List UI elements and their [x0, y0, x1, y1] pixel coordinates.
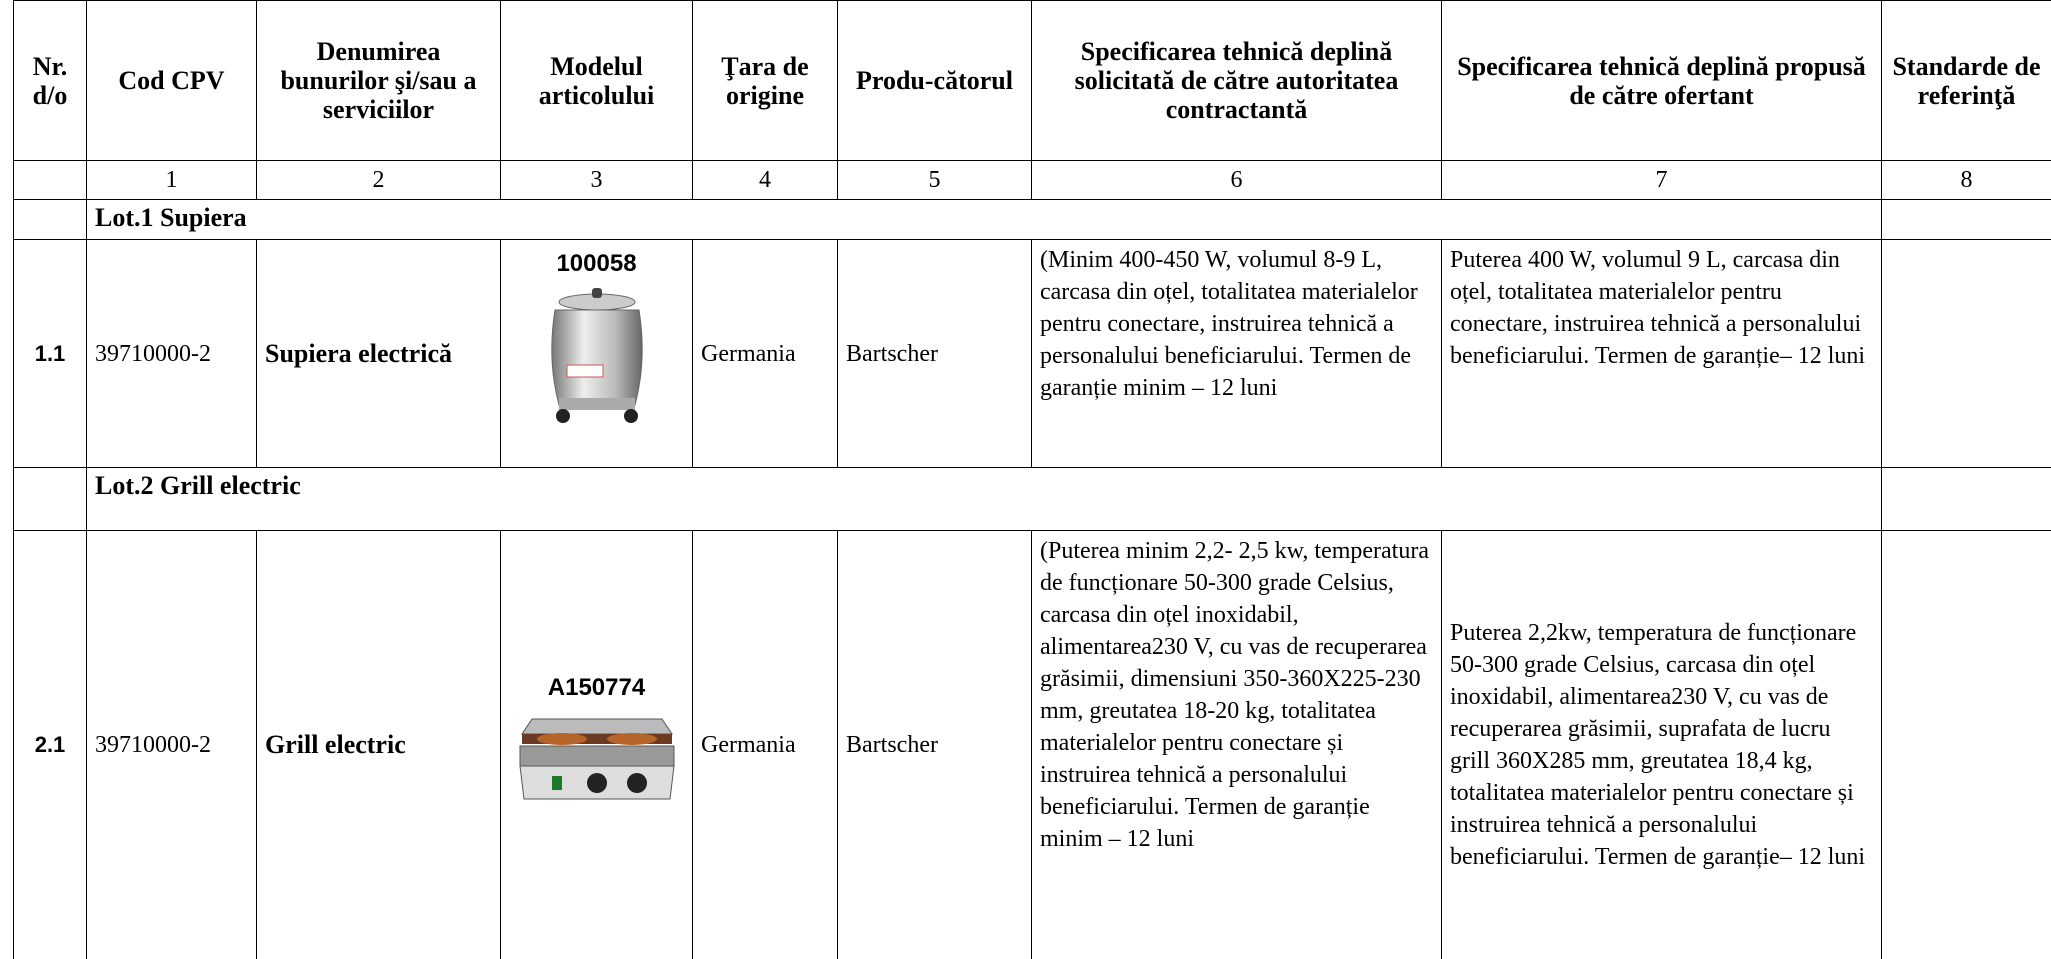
header-cell: Specificarea tehnică deplină solicitată … [1031, 0, 1442, 161]
column-number: 2 [256, 160, 501, 200]
item-row: 2.1 39710000-2 Grill electric A150774 German… [13, 530, 2051, 959]
model-label: A150774 [547, 673, 646, 701]
model-label: 100058 [556, 250, 637, 277]
column-number: 4 [692, 160, 838, 200]
table-body: 1 2 3 4 5 6 7 8 Lot.1 Supiera 1.1 39710000-2 Supier… [13, 160, 2051, 959]
empty-cell [13, 467, 87, 531]
spec-proposed: Puterea 2,2kw, temperatura de funcționar… [1441, 530, 1882, 959]
header-cell: Cod CPV [86, 0, 257, 161]
lot-title: Lot.2 Grill electric [86, 467, 1882, 531]
header-cell: Modelul articolului [500, 0, 693, 161]
empty-cell [13, 160, 87, 200]
item-number: 1.1 [13, 239, 87, 468]
header-cell: Nr. d/o [13, 0, 87, 161]
item-row: 1.1 39710000-2 Supiera electrică 100058 Germ… [13, 239, 2051, 468]
producer: Bartscher [837, 530, 1032, 959]
spec-proposed: Puterea 400 W, volumul 9 L, carcasa din … [1441, 239, 1882, 468]
lot-row: Lot.2 Grill electric [13, 467, 2051, 531]
spec-required: (Minim 400-450 W, volumul 8-9 L, carcasa… [1031, 239, 1442, 468]
empty-cell [1881, 530, 2051, 959]
column-number: 6 [1031, 160, 1442, 200]
country: Germania [692, 530, 838, 959]
header-cell: Standarde de referinţă [1881, 0, 2051, 161]
empty-cell [1881, 239, 2051, 468]
cpv-code: 39710000-2 [86, 530, 257, 959]
item-name: Supiera electrică [256, 239, 501, 468]
header-row: Nr. d/o Cod CPV Denumirea bunurilor şi/sau… [13, 0, 2051, 161]
procurement-table: Nr. d/o Cod CPV Denumirea bunurilor şi/sau… [13, 0, 2051, 959]
empty-cell [1881, 467, 2051, 531]
column-number: 7 [1441, 160, 1882, 200]
item-name: Grill electric [256, 530, 501, 959]
header-cell: Specificarea tehnică deplină propusă de … [1441, 0, 1882, 161]
spec-required: (Puterea minim 2,2- 2,5 kw, temperatura … [1031, 530, 1442, 959]
item-model: A150774 [500, 530, 693, 959]
country: Germania [692, 239, 838, 468]
empty-cell [1881, 199, 2051, 240]
header-cell: Ţara de origine [692, 0, 838, 161]
producer: Bartscher [837, 239, 1032, 468]
lot-title: Lot.1 Supiera [86, 199, 1882, 240]
column-number: 1 [86, 160, 257, 200]
header-cell: Denumirea bunurilor şi/sau a serviciilor [256, 0, 501, 161]
product-image [550, 288, 643, 423]
column-number: 5 [837, 160, 1032, 200]
cpv-code: 39710000-2 [86, 239, 257, 468]
empty-cell [13, 199, 87, 240]
product-image [518, 718, 675, 799]
header-cell: Produ-cătorul [837, 0, 1032, 161]
item-number: 2.1 [13, 530, 87, 959]
column-number: 3 [500, 160, 693, 200]
lot-row: Lot.1 Supiera [13, 199, 2051, 240]
item-model: 100058 [500, 239, 693, 468]
column-number: 8 [1881, 160, 2051, 200]
